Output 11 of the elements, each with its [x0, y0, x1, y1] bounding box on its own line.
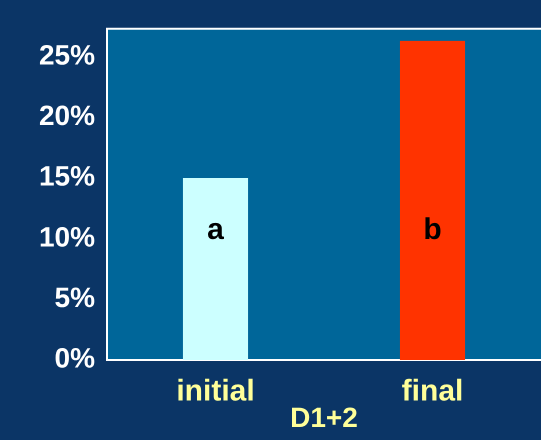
y-tick-label: 10% — [38, 221, 96, 252]
x-tick-label: initial — [176, 374, 255, 408]
x-tick-label: final — [402, 374, 464, 408]
y-tick-label: 20% — [38, 100, 96, 132]
y-tick-label: 5% — [54, 282, 96, 314]
x-axis-title: D1+2 — [290, 402, 358, 433]
y-tick-label: 25% — [38, 39, 96, 70]
annotation: b — [423, 213, 442, 246]
annotation: a — [207, 213, 224, 246]
y-tick-label: 15% — [38, 160, 96, 192]
y-tick-label: 0% — [54, 342, 96, 374]
